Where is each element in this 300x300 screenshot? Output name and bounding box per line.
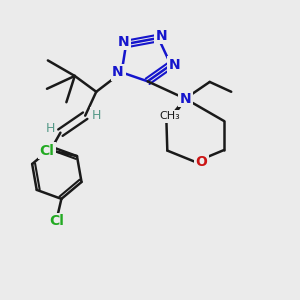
Text: Cl: Cl <box>50 214 64 228</box>
Text: N: N <box>112 65 124 80</box>
Text: O: O <box>195 155 207 169</box>
Text: CH₃: CH₃ <box>160 111 180 121</box>
Text: N: N <box>117 34 129 49</box>
Text: N: N <box>179 92 191 106</box>
Text: Cl: Cl <box>40 144 55 158</box>
Text: N: N <box>169 58 180 72</box>
Text: H: H <box>46 122 56 135</box>
Text: N: N <box>155 28 167 43</box>
Text: H: H <box>92 109 101 122</box>
